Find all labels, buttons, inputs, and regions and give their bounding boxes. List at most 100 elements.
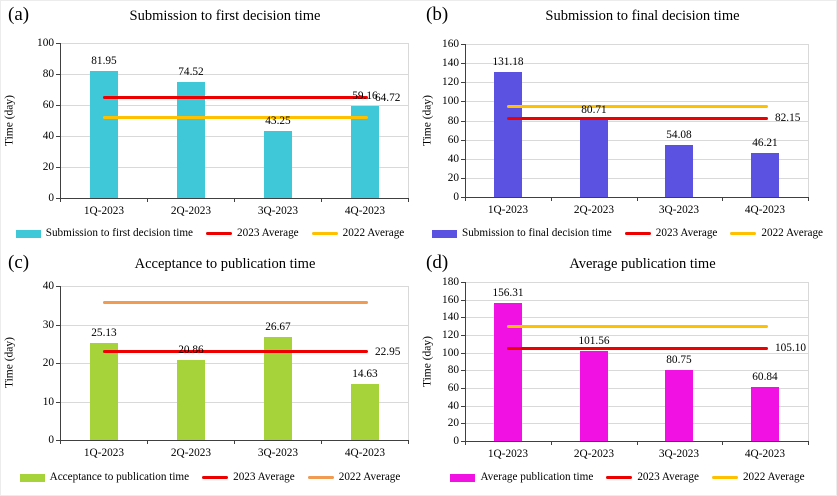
bar-value-label: 81.95 (91, 55, 117, 67)
x-tick-label: 3Q-2023 (658, 204, 700, 216)
y-tick-mark (461, 44, 465, 45)
x-tick-mark (60, 198, 61, 202)
legend-2022-average-swatch (711, 476, 738, 479)
bar (580, 351, 608, 441)
gridline (466, 282, 808, 283)
panel-letter: (b) (426, 4, 449, 25)
legend-label: Acceptance to publication time (49, 471, 190, 483)
gridline (466, 317, 808, 318)
panel-acceptance-to-publication: (c) Acceptance to publication time 0 10 20… (1, 249, 419, 495)
x-tick-mark (551, 197, 552, 201)
y-tick-mark (461, 121, 465, 122)
legend-label: 2022 Average (338, 471, 401, 483)
legend-item: 2022 Average (307, 470, 401, 485)
panel-average-publication-time: (d) Average publication time 0 20 40 60 80 10… (419, 249, 836, 495)
legend-label: 2022 Average (761, 227, 824, 239)
y-tick-label: 100 (442, 95, 459, 107)
gridline (61, 43, 408, 44)
y-tick-label: 160 (442, 294, 459, 306)
x-tick-mark (147, 440, 148, 444)
gridline (61, 325, 408, 326)
y-tick-label: 0 (48, 192, 54, 204)
y-tick-label: 60 (447, 382, 459, 394)
bar (90, 71, 118, 198)
y-tick-mark (461, 335, 465, 336)
legend-2023-average-swatch (606, 476, 633, 479)
y-tick-label: 0 (453, 435, 459, 447)
chart-area: 0 20 40 60 80 100 120 140 160 Time (day) 1Q-2023 2Q… (419, 1, 836, 249)
panel-submission-to-first-decision: (a) Submission to first decision time 0 2… (1, 1, 419, 249)
legend-bar-swatch (450, 473, 476, 482)
y-tick-mark (461, 178, 465, 179)
bar-value-label: 59.16 (352, 90, 378, 102)
legend-2023-average-swatch (206, 232, 233, 235)
bar-value-label: 80.75 (666, 354, 692, 366)
x-tick-mark (147, 198, 148, 202)
x-tick-label: 3Q-2023 (658, 448, 700, 460)
gridline (466, 370, 808, 371)
bar (351, 384, 379, 440)
x-tick-mark (234, 198, 235, 202)
y-tick-label: 40 (42, 130, 54, 142)
x-tick-mark (637, 441, 638, 445)
x-tick-label: 4Q-2023 (344, 447, 386, 459)
y-tick-label: 80 (42, 68, 54, 80)
legend-label: 2023 Average (233, 471, 295, 483)
chart-title: Submission to final decision time (545, 8, 740, 24)
gridline (466, 406, 808, 407)
panel-letter: (c) (8, 252, 30, 273)
y-tick-label: 60 (447, 134, 459, 146)
y-tick-label: 80 (447, 364, 459, 376)
x-tick-label: 4Q-2023 (744, 448, 786, 460)
legend-bar-swatch (19, 473, 45, 482)
legend-label: Submission to final decision time (461, 227, 612, 239)
bar (580, 120, 608, 197)
gridline (466, 300, 808, 301)
y-tick-mark (56, 325, 60, 326)
gridline (61, 402, 408, 403)
bar (494, 303, 522, 441)
2022-average-line (507, 325, 768, 328)
gridline (466, 121, 808, 122)
x-tick-mark (551, 441, 552, 445)
gridline (466, 159, 808, 160)
y-tick-mark (461, 388, 465, 389)
y-tick-mark (461, 300, 465, 301)
y-tick-label: 20 (42, 161, 54, 173)
y-axis-title: Time (day) (421, 336, 434, 388)
gridline (466, 335, 808, 336)
y-tick-label: 60 (42, 99, 54, 111)
x-tick-mark (465, 197, 466, 201)
y-tick-label: 100 (37, 37, 54, 49)
legend-label: Average publication time (480, 471, 594, 483)
y-tick-label: 10 (42, 396, 54, 408)
bar-value-label: 80.71 (581, 104, 607, 116)
legend: Average publication time 2023 Average 2022… (419, 470, 836, 485)
legend-item: 2022 Average (730, 226, 823, 241)
bar-value-label: 101.56 (578, 335, 610, 347)
x-tick-mark (637, 197, 638, 201)
legend-item: 2023 Average (624, 226, 718, 241)
y-tick-label: 20 (447, 172, 459, 184)
average-line-value-label: 64.72 (375, 92, 401, 104)
chart-area: 0 20 40 60 80 100 Time (day) 1Q-2023 2Q-2023 3Q-2… (1, 1, 419, 249)
bar (665, 145, 693, 197)
bar-value-label: 14.63 (352, 368, 378, 380)
y-tick-label: 80 (447, 115, 459, 127)
y-tick-label: 140 (442, 57, 459, 69)
chart-area: 0 10 20 30 40 Time (day) 1Q-2023 2Q-2023 3Q-2023… (1, 249, 419, 495)
x-tick-label: 1Q-2023 (83, 205, 125, 217)
y-tick-mark (56, 43, 60, 44)
x-tick-mark (60, 440, 61, 444)
bar-value-label: 74.52 (178, 66, 204, 78)
legend-label: 2023 Average (237, 227, 299, 239)
x-tick-label: 2Q-2023 (573, 448, 615, 460)
legend-2022-average-swatch (307, 476, 334, 479)
bar-value-label: 46.21 (752, 137, 778, 149)
legend-label: 2023 Average (655, 227, 718, 239)
legend: Submission to first decision time 2023 Av… (1, 226, 419, 241)
y-tick-label: 120 (442, 76, 459, 88)
x-tick-mark (408, 198, 409, 202)
legend: Submission to final decision time 2023 Av… (419, 226, 836, 241)
gridline (61, 74, 408, 75)
